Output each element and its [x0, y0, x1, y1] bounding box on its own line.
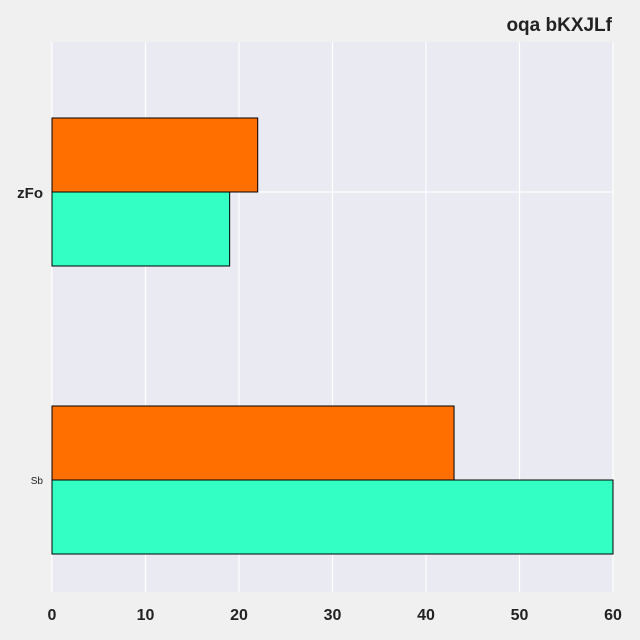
x-tick-label-60: 60: [604, 607, 622, 624]
x-tick-label-20: 20: [230, 607, 248, 624]
bar-zFo-series-2: [51, 191, 231, 267]
x-tick-label-50: 50: [511, 607, 529, 624]
x-tick-label-40: 40: [417, 607, 435, 624]
bar-zFo-series-1: [51, 117, 259, 193]
bar-Sb-series-1: [51, 405, 455, 481]
chart-title: oqa bKXJLf: [506, 15, 612, 36]
x-tick-label-0: 0: [48, 607, 57, 624]
y-category-label-Sb: Sb: [31, 476, 44, 487]
bar-Sb-series-2: [51, 479, 614, 555]
x-tick-label-30: 30: [324, 607, 342, 624]
bars: [51, 117, 614, 555]
y-category-label-zFo: zFo: [17, 185, 43, 202]
x-tick-labels: 0 10 20 30 40 50 60: [48, 607, 622, 624]
x-tick-label-10: 10: [137, 607, 155, 624]
y-category-labels: zFo Sb: [17, 185, 43, 487]
